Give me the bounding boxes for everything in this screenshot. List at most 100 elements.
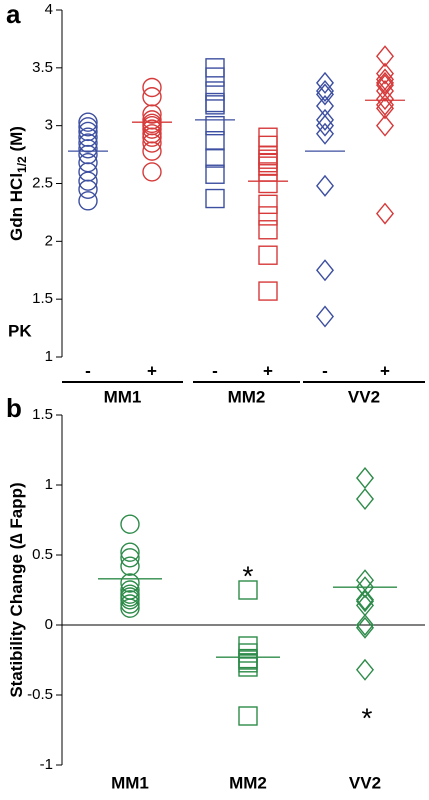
diamond-marker — [315, 114, 335, 137]
square-marker — [258, 281, 278, 301]
y-tick-label: 0 — [45, 616, 53, 633]
square-marker — [205, 188, 225, 209]
square-marker — [238, 706, 258, 726]
square-marker — [238, 657, 258, 677]
square-marker — [205, 148, 225, 168]
group-label: MM1 — [104, 387, 142, 406]
y-tick-label: -1 — [40, 756, 53, 773]
y-tick-label: 1.5 — [32, 406, 53, 423]
diamond-marker — [315, 83, 335, 106]
x-tick-label: + — [380, 361, 390, 380]
circle-marker — [142, 141, 162, 161]
y-tick-label: 2.5 — [32, 174, 53, 191]
diamond-marker — [315, 94, 335, 118]
diamond-marker — [355, 590, 375, 613]
square-marker — [258, 149, 278, 169]
circle-marker — [78, 191, 98, 211]
circle-marker — [142, 133, 162, 153]
circle-marker — [120, 542, 140, 562]
y-tick-label: 4 — [45, 1, 53, 18]
y-tick-label: -0.5 — [27, 686, 53, 703]
circle-marker — [78, 179, 98, 199]
diamond-marker — [375, 71, 395, 94]
circle-marker — [78, 171, 98, 191]
x-tick-label: MM1 — [111, 773, 149, 792]
circle-marker — [120, 514, 140, 534]
diamond-marker — [355, 466, 375, 490]
y-axis-label: Statibility Change (∆ Fapp) — [7, 482, 26, 697]
y-label-part: Gdn HCl — [7, 173, 26, 241]
diamond-marker — [355, 588, 375, 611]
circle-marker — [142, 77, 162, 98]
diamond-marker — [315, 174, 335, 197]
panel-label: a — [6, 0, 21, 29]
circle-marker — [120, 594, 140, 614]
square-marker — [258, 220, 278, 240]
diamond-marker — [375, 97, 395, 120]
y-tick-label: 1.5 — [32, 290, 53, 307]
diamond-marker — [375, 88, 395, 111]
diamond-marker — [315, 305, 335, 328]
diamond-marker — [315, 79, 335, 102]
y-label-part: (M) — [7, 126, 26, 156]
group-label: VV2 — [348, 387, 380, 406]
x-tick-label: + — [263, 361, 273, 380]
circle-marker — [78, 117, 98, 137]
square-marker — [238, 636, 258, 656]
x-tick-label: VV2 — [349, 773, 381, 792]
square-marker — [205, 95, 225, 115]
significance-marker: * — [243, 560, 254, 591]
diamond-marker — [355, 487, 375, 511]
diamond-marker — [315, 259, 335, 282]
circle-marker — [78, 139, 98, 159]
diamond-marker — [315, 71, 335, 94]
y-tick-label: 3 — [45, 117, 53, 134]
diamond-marker — [315, 108, 335, 131]
diamond-marker — [375, 114, 395, 137]
square-marker — [258, 245, 278, 265]
square-marker — [238, 643, 258, 663]
diamond-marker — [375, 202, 395, 225]
circle-marker — [142, 162, 162, 182]
diamond-marker — [375, 45, 395, 68]
y-label-part: 1/2 — [15, 156, 29, 173]
diamond-marker — [375, 62, 395, 85]
x-tick-label: - — [212, 361, 218, 380]
circle-marker — [120, 590, 140, 610]
significance-marker: * — [362, 702, 373, 733]
x-tick-label: + — [147, 361, 157, 380]
circle-marker — [78, 112, 98, 132]
circle-marker — [120, 598, 140, 618]
square-marker — [205, 81, 225, 101]
square-marker — [205, 164, 225, 184]
y-tick-label: 1 — [45, 348, 53, 365]
diamond-marker — [355, 658, 375, 681]
y-tick-label: 1 — [45, 476, 53, 493]
diamond-marker — [315, 122, 335, 145]
square-marker — [258, 156, 278, 176]
y-tick-label: 0.5 — [32, 546, 53, 563]
square-marker — [258, 194, 278, 215]
square-marker — [205, 67, 225, 87]
square-marker — [258, 206, 278, 226]
square-marker — [258, 127, 278, 147]
y-tick-label: 2 — [45, 232, 53, 249]
y-tick-label: 3.5 — [32, 59, 53, 76]
x-tick-label: - — [322, 361, 328, 380]
y-label-part: Statibility Change (∆ Fapp) — [7, 482, 26, 697]
square-marker — [238, 580, 258, 600]
square-marker — [258, 146, 278, 166]
x-tick-label: MM2 — [229, 773, 267, 792]
circle-marker — [142, 127, 162, 147]
circle-marker — [120, 556, 140, 576]
square-marker — [205, 115, 225, 136]
panel-label: b — [6, 393, 22, 423]
diamond-marker — [355, 616, 375, 639]
circle-marker — [142, 104, 162, 124]
circle-marker — [142, 119, 162, 139]
circle-marker — [78, 133, 98, 153]
x-tick-label: - — [85, 361, 91, 380]
square-marker — [258, 135, 278, 156]
circle-marker — [120, 573, 140, 593]
